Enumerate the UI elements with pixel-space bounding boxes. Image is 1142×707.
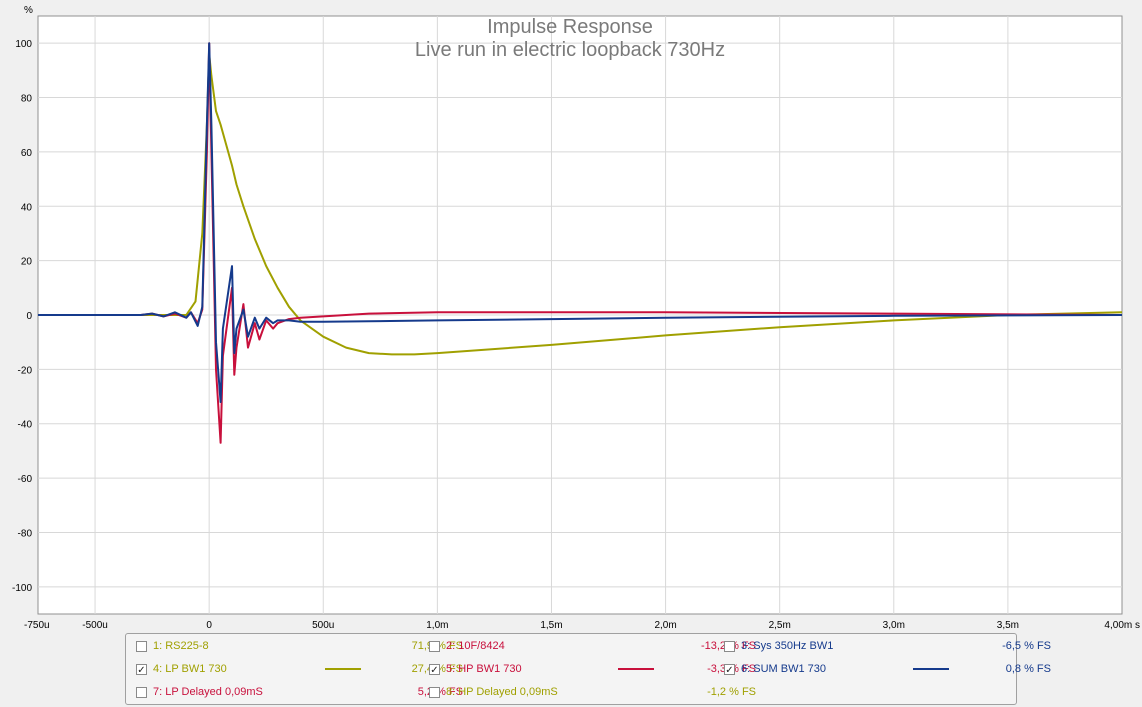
y-tick-label: 60 <box>21 148 33 159</box>
legend-item-value: 0,8 % FS <box>1005 663 1051 675</box>
x-tick-label: 3,5m <box>997 620 1019 631</box>
x-tick-label: 3,0m <box>883 620 905 631</box>
legend-line-swatch <box>325 668 361 670</box>
legend-panel: 1: RS225-871,9 % FS2: 10F/8424-13,2 % FS… <box>125 633 1051 705</box>
legend-checkbox[interactable]: ✓ <box>136 663 147 676</box>
legend-item[interactable]: 1: RS225-8 71,9 % FS <box>136 637 463 655</box>
y-tick-label: -60 <box>18 474 33 485</box>
series-lines <box>38 42 1123 444</box>
legend-item[interactable]: ✓5: HP BW1 730-3,3 % FS <box>429 660 756 678</box>
legend-item-name: 4: LP BW1 730 <box>153 663 227 675</box>
x-tick-label: 4,00m s <box>1104 620 1140 631</box>
legend-checkbox[interactable] <box>429 640 440 652</box>
legend-item-name: 2: 10F/8424 <box>446 640 505 652</box>
legend-item[interactable]: 8: HP Delayed 0,09mS -1,2 % FS <box>429 683 756 701</box>
legend-item-value: -6,5 % FS <box>1002 640 1051 652</box>
legend-item-name: 7: LP Delayed 0,09mS <box>153 686 263 698</box>
series-line-3 <box>38 42 1123 403</box>
x-tick-label: -750u <box>24 620 50 631</box>
legend-checkbox[interactable] <box>724 640 735 652</box>
legend-line-swatch <box>913 668 949 670</box>
x-tick-label: 500u <box>312 620 334 631</box>
legend-checkbox[interactable] <box>136 640 147 652</box>
legend-item[interactable]: 2: 10F/8424-13,2 % FS <box>429 637 756 655</box>
x-tick-label: 1,0m <box>426 620 448 631</box>
legend-item[interactable]: 3: Sys 350Hz BW1 -6,5 % FS <box>724 637 1051 655</box>
legend-line-swatch <box>618 668 654 670</box>
y-tick-label: -20 <box>18 365 33 376</box>
y-tick-label: 100 <box>15 39 32 50</box>
legend-item-name: 1: RS225-8 <box>153 640 209 652</box>
legend-line-swatch <box>325 645 361 647</box>
x-tick-label: 0 <box>206 620 212 631</box>
grid-lines <box>38 16 1122 614</box>
legend-line-swatch <box>618 645 654 647</box>
x-tick-label: 1,5m <box>540 620 562 631</box>
chart-title: Impulse Response <box>487 16 653 38</box>
legend-item-name: 5: HP BW1 730 <box>446 663 522 675</box>
series-line-1 <box>38 53 1123 356</box>
x-tick-label: 2,5m <box>769 620 791 631</box>
legend-item-name: 8: HP Delayed 0,09mS <box>446 686 558 698</box>
legend-item[interactable]: ✓ 4: LP BW1 730 27,4 % FS <box>136 660 463 678</box>
y-tick-label: 40 <box>21 202 33 213</box>
legend-checkbox[interactable] <box>136 686 147 698</box>
y-tick-label: 0 <box>26 311 32 322</box>
legend-item-value: -1,2 % FS <box>707 686 756 698</box>
legend-line-swatch <box>618 691 654 693</box>
legend-checkbox[interactable]: ✓ <box>724 663 735 676</box>
x-tick-label: -500u <box>82 620 108 631</box>
y-unit-label: % <box>24 5 33 16</box>
y-tick-label: -100 <box>12 583 32 594</box>
y-tick-label: 20 <box>21 257 33 268</box>
legend-line-swatch <box>913 645 949 647</box>
legend-checkbox[interactable]: ✓ <box>429 663 440 676</box>
y-tick-label: -80 <box>18 528 33 539</box>
legend-item[interactable]: ✓ 6: SUM BW1 730 0,8 % FS <box>724 660 1051 678</box>
chart-subtitle: Live run in electric loopback 730Hz <box>415 39 725 61</box>
legend-item-name: 6: SUM BW1 730 <box>741 663 826 675</box>
legend-checkbox[interactable] <box>429 686 440 698</box>
x-tick-label: 2,0m <box>654 620 676 631</box>
y-tick-label: -40 <box>18 420 33 431</box>
y-tick-label: 80 <box>21 94 33 105</box>
legend-line-swatch <box>325 691 361 693</box>
legend-item[interactable]: 7: LP Delayed 0,09mS 5,2 % FS <box>136 683 463 701</box>
legend-item-name: 3: Sys 350Hz BW1 <box>741 640 834 652</box>
tick-labels: -750u -500u 0 500u 1,0m 1,5m 2,0m 2,5m 3,0m 3,5m 4… <box>12 39 1140 631</box>
